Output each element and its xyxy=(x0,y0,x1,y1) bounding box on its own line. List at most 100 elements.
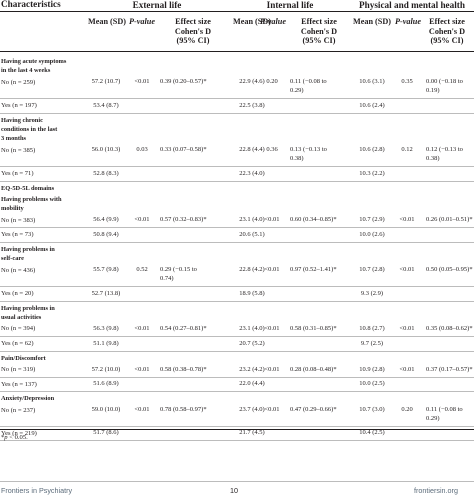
effect-size-value: 0.11 (−0.08 to 0.29) xyxy=(426,406,474,423)
row-label: Yes (n = 197) xyxy=(1,102,37,109)
journal-name[interactable]: Frontiers in Psychiatry xyxy=(1,486,73,495)
effect-size-line: 0.54 (0.27–0.81)* xyxy=(160,324,207,332)
group-header-physical-mental-health: Physical and mental health xyxy=(359,0,465,10)
section-label: Anxiety/Depression xyxy=(1,394,54,403)
row-label: Yes (n = 71) xyxy=(1,170,34,177)
mean-value: 51.1 (9.8) xyxy=(93,339,119,347)
effect-size-value: 0.57 (0.32–0.83)* xyxy=(160,216,222,225)
mean-value: 10.6 (3.1) xyxy=(359,78,385,86)
effect-size-line: 0.37 (0.17–0.57)* xyxy=(426,365,473,373)
effect-size-line: Cohen's D xyxy=(300,26,338,36)
mean-value: 10.6 (2.4) xyxy=(359,101,385,109)
footnote-symbol: * xyxy=(1,434,5,441)
mean-value: 23.7 (4.0) xyxy=(239,406,265,414)
effect-size-line: Effect size xyxy=(429,17,465,26)
effect-size-value: 0.29 (−0.15 to 0.74) xyxy=(160,266,222,283)
mean-value: 57.2 (10.0) xyxy=(91,365,121,373)
effect-size-value: 0.00 (−0.18 to 0.19) xyxy=(426,78,474,95)
p-value: <0.01 xyxy=(399,324,415,332)
section-label: Having problems in usual activities xyxy=(1,304,55,323)
site-link[interactable]: frontiersin.org xyxy=(414,486,458,495)
section-label-line: in the last 4 weeks xyxy=(1,67,51,75)
effect-size-line: 0.38) xyxy=(426,154,440,162)
mean-value: 9.3 (2.9) xyxy=(360,289,384,297)
p-value: <0.01 xyxy=(134,406,150,414)
mean-value: 22.0 (4.4) xyxy=(239,380,265,388)
p-value-label: P-value xyxy=(129,17,155,26)
section-label-line: conditions in the last xyxy=(1,126,58,133)
effect-size-line: 0.28 (0.08–0.48)* xyxy=(290,365,337,373)
footnote-p: p xyxy=(4,434,8,441)
row-label: No (n = 237) xyxy=(1,406,36,414)
effect-size-line: 0.33 (0.07–0.58)* xyxy=(160,146,207,154)
effect-size-value: 0.28 (0.08–0.48)* xyxy=(290,366,346,375)
mean-value: 10.7 (2.8) xyxy=(359,266,385,274)
effect-size-line: Cohen's D xyxy=(174,26,212,36)
p-value: <0.01 xyxy=(399,365,415,373)
section-label-line: Having acute symptoms xyxy=(1,58,67,65)
effect-size-value: 0.35 (0.08–0.62)* xyxy=(426,325,474,334)
p-value: <0.01 xyxy=(134,216,150,224)
mean-value: 52.7 (13.8) xyxy=(91,289,121,297)
effect-size-value: 0.47 (0.29–0.66)* xyxy=(290,406,346,415)
mean-value: 51.6 (8.9) xyxy=(93,380,119,388)
group-header-internal-life: Internal life xyxy=(266,0,314,10)
mean-value: 22.3 (4.0) xyxy=(239,169,265,177)
mean-value: 10.7 (2.9) xyxy=(359,216,385,224)
effect-size-line: 0.00 (−0.18 to xyxy=(426,78,463,86)
effect-size-value: 0.60 (0.34–0.85)* xyxy=(290,216,346,225)
section-label-line: Having problems in xyxy=(1,246,55,253)
p-value: <0.01 xyxy=(134,365,150,373)
section-label-line: self-care xyxy=(1,255,24,263)
section-label-line: Pain/Discomfort xyxy=(1,354,46,362)
p-value: <0.01 xyxy=(264,324,280,332)
effect-size-line: 0.29) xyxy=(426,414,440,422)
mean-value: 56.0 (10.3) xyxy=(91,146,121,154)
effect-size-line: Effect size xyxy=(301,17,337,26)
effect-size-line: 0.57 (0.32–0.83)* xyxy=(160,216,207,224)
section-label: Having problems with mobility xyxy=(1,195,62,214)
p-value-header-1: P-value xyxy=(126,17,158,27)
row-label: No (n = 385) xyxy=(1,146,36,154)
section-label-line: Anxiety/Depression xyxy=(1,395,55,403)
effect-size-line: 0.38) xyxy=(290,154,304,162)
effect-size-value: 0.11 (−0.08 to 0.29) xyxy=(290,78,346,95)
mean-value: 18.9 (5.8) xyxy=(239,289,265,297)
row-separator xyxy=(0,98,474,99)
effect-size-line: 0.78 (0.58–0.97)* xyxy=(160,406,207,414)
row-label: Yes (n = 219) xyxy=(1,429,37,437)
mean-value: 20.6 (5.1) xyxy=(239,230,265,238)
effect-size-value: 0.58 (0.38–0.78)* xyxy=(160,366,222,375)
mean-value: 23.1 (4.0) xyxy=(239,216,265,224)
effect-size-line: 0.26 (0.01–0.51)* xyxy=(426,216,473,224)
p-value: 0.36 xyxy=(266,146,278,154)
effect-size-line: 0.35 (0.08–0.62)* xyxy=(426,324,473,332)
significance-footnote: *p < 0.05. xyxy=(1,434,28,441)
p-value: 0.35 xyxy=(401,78,413,86)
section-label-line: mobility xyxy=(1,205,24,213)
mean-value: 56.4 (9.9) xyxy=(93,216,119,224)
row-label: Yes (n = 62) xyxy=(1,340,34,347)
row-separator xyxy=(0,180,474,182)
effect-size-line: 0.60 (0.34–0.85)* xyxy=(290,216,337,224)
effect-size-header-1: Effect size Cohen's D (95% CI) xyxy=(160,17,226,46)
effect-size-value: 0.39 (0.20–0.57)* xyxy=(160,78,222,87)
p-value-label: P-value xyxy=(260,17,286,26)
p-value: <0.01 xyxy=(264,216,280,224)
table-bottom-rule xyxy=(0,429,474,430)
mean-value: 59.0 (10.0) xyxy=(91,406,121,414)
mean-sd-header-3: Mean (SD) xyxy=(353,17,391,26)
p-value: <0.01 xyxy=(264,365,280,373)
mean-value: 57.2 (10.7) xyxy=(91,78,121,86)
effect-size-line: 0.12 (−0.13 to xyxy=(426,146,463,154)
section-label-line: EQ-5D-5L domains xyxy=(1,184,55,192)
row-separator xyxy=(0,300,474,302)
mean-sd-header-1: Mean (SD) xyxy=(88,17,126,26)
p-value-header-2: P-value xyxy=(258,17,288,27)
p-value: 0.12 xyxy=(401,146,413,154)
effect-size-line: Cohen's D xyxy=(428,26,466,36)
mean-value: 22.8 (4.2) xyxy=(239,266,265,274)
header-bottom-rule xyxy=(0,51,474,52)
row-separator xyxy=(0,350,474,352)
